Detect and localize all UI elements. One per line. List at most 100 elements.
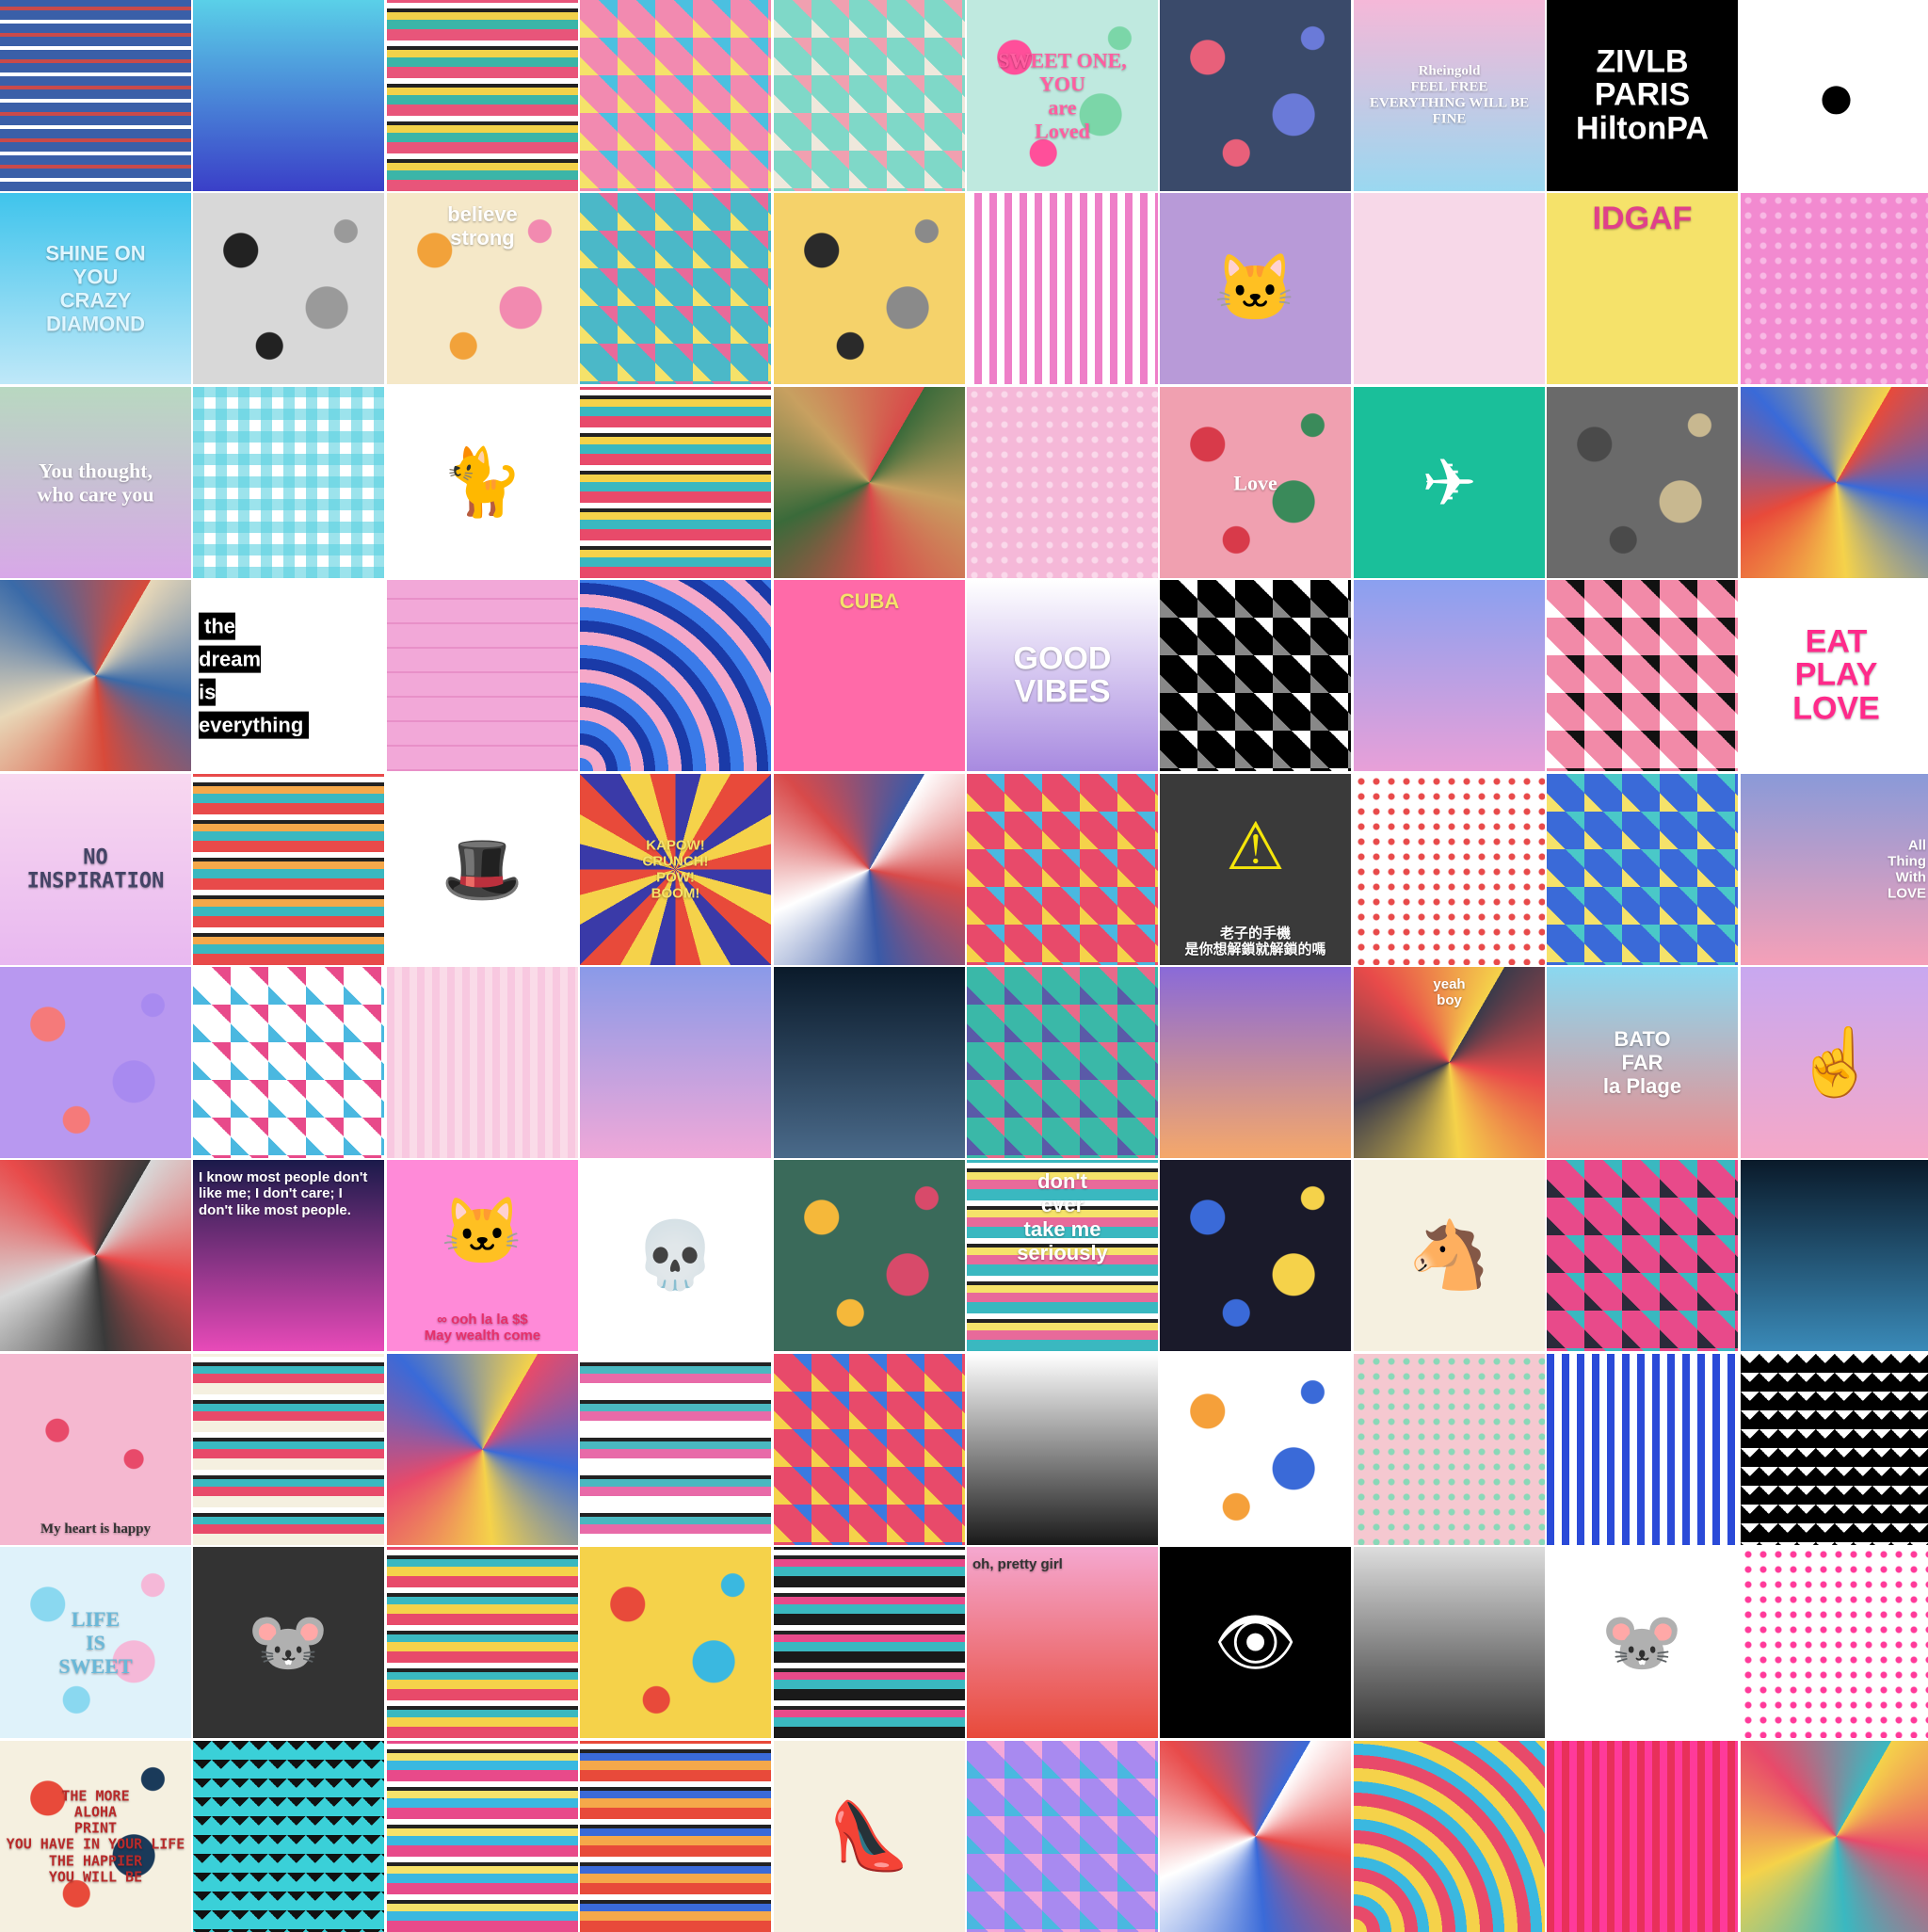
tile-pattern — [1741, 0, 1928, 191]
mosaic-tile: 🐴 — [1354, 1160, 1545, 1351]
tile-caption: ∞ ooh la la $$ May wealth come — [424, 1311, 541, 1344]
mosaic-tile: You thought, who care you — [0, 387, 191, 578]
tile-pattern — [967, 0, 1158, 191]
mosaic-tile: THE MORE ALOHA PRINT YOU HAVE IN YOUR LI… — [0, 1741, 191, 1932]
mosaic-tile: GOOD VIBES — [967, 580, 1158, 771]
tile-pattern — [1547, 1160, 1738, 1351]
tile-pattern — [193, 774, 384, 965]
mosaic-tile: ● — [1741, 0, 1928, 191]
tile-pattern — [1160, 1160, 1351, 1351]
mosaic-tile — [1547, 774, 1738, 965]
mosaic-tile — [193, 387, 384, 578]
mosaic-tile: ⚠ 老子的手機 是你想解鎖就解鎖的嗎 — [1160, 774, 1351, 965]
tile-pattern — [1547, 580, 1738, 771]
mosaic-tile: 💀 — [580, 1160, 771, 1351]
mosaic-tile — [0, 1160, 191, 1351]
mosaic-tile — [774, 967, 965, 1158]
mosaic-tile — [1547, 1354, 1738, 1545]
mosaic-tile — [1354, 1741, 1545, 1932]
mosaic-tile: Love — [1160, 387, 1351, 578]
tile-pattern — [0, 580, 191, 771]
tile-pattern — [0, 387, 191, 578]
mosaic-tile — [967, 1741, 1158, 1932]
mosaic-tile — [1160, 1354, 1351, 1545]
tile-pattern — [967, 580, 1158, 771]
mosaic-tile — [967, 193, 1158, 384]
paper-crane-icon: ✈ — [1422, 445, 1477, 520]
tile-pattern — [387, 774, 578, 965]
mosaic-tile: 🐱 ∞ ooh la la $$ May wealth come — [387, 1160, 578, 1351]
tile-pattern — [387, 387, 578, 578]
mosaic-tile: ZIVLB PARIS HiltonPA — [1547, 0, 1738, 191]
tile-pattern — [1354, 193, 1545, 384]
tile-caption: yeah boy — [1433, 976, 1466, 1009]
tile-caption: LIFE IS SWEET — [58, 1606, 133, 1679]
tile-pattern — [580, 580, 771, 771]
tile-caption: BATO FAR la Plage — [1602, 1026, 1682, 1099]
tile-pattern — [774, 1547, 965, 1738]
lucky-cat-icon: 🐱 — [441, 1195, 524, 1269]
tile-caption: SWEET ONE, YOU are Loved — [998, 47, 1127, 143]
tile-pattern — [774, 0, 965, 191]
tile-pattern — [0, 0, 191, 191]
mosaic-tile — [0, 967, 191, 1158]
tile-pattern — [387, 1741, 578, 1932]
tile-pattern — [1547, 193, 1738, 384]
tile-caption: NO INSPIRATION — [26, 845, 165, 894]
tile-pattern — [387, 1160, 578, 1351]
tile-pattern — [193, 580, 384, 771]
tile-pattern — [967, 1547, 1158, 1738]
mosaic-tile: 👠 — [774, 1741, 965, 1932]
tile-pattern — [1547, 0, 1738, 191]
mosaic-tile — [580, 967, 771, 1158]
tile-pattern — [387, 580, 578, 771]
mosaic-tile — [774, 193, 965, 384]
tile-pattern — [193, 0, 384, 191]
mosaic-tile — [580, 193, 771, 384]
mosaic-tile — [1160, 967, 1351, 1158]
tile-pattern — [580, 774, 771, 965]
tile-pattern — [580, 387, 771, 578]
tile-pattern — [0, 967, 191, 1158]
tile-pattern — [967, 387, 1158, 578]
mosaic-tile — [774, 1354, 965, 1545]
mosaic-tile — [774, 774, 965, 965]
mosaic-tile — [387, 1547, 578, 1738]
mosaic-tile: I know most people don't like me; I don'… — [193, 1160, 384, 1351]
tile-pattern — [1160, 967, 1351, 1158]
mosaic-tile — [193, 1354, 384, 1545]
cat-icon: 🐈 — [441, 444, 524, 519]
tile-pattern — [1547, 387, 1738, 578]
mosaic-tile: oh, pretty girl — [967, 1547, 1158, 1738]
mosaic-tile — [774, 1160, 965, 1351]
tile-pattern — [580, 1547, 771, 1738]
cat-icon: 🐱 — [1213, 250, 1297, 325]
tile-pattern — [1741, 193, 1928, 384]
tile-pattern — [1160, 193, 1351, 384]
mosaic-tile: ☝ — [1741, 967, 1928, 1158]
skull-icon: 💀 — [634, 1217, 717, 1292]
tile-pattern — [580, 1160, 771, 1351]
mickey-icon: 🐭 — [1600, 1604, 1684, 1679]
warning-icon: ⚠ — [1226, 810, 1285, 884]
tile-caption: My heart is happy — [40, 1521, 152, 1537]
mosaic-tile — [1547, 1741, 1738, 1932]
mosaic-tile — [967, 967, 1158, 1158]
tile-pattern — [1547, 1741, 1738, 1932]
tile-caption: the dream is everything — [199, 609, 378, 742]
tile-pattern — [0, 1354, 191, 1545]
tile-caption: Love — [1233, 470, 1277, 494]
mosaic-tile: IDGAF — [1547, 193, 1738, 384]
mosaic-tile: SHINE ON YOU CRAZY DIAMOND — [0, 193, 191, 384]
mosaic-tile — [1741, 1160, 1928, 1351]
tile-pattern — [0, 1547, 191, 1738]
tile-pattern — [1741, 774, 1928, 965]
tile-pattern — [1354, 387, 1545, 578]
tile-caption: oh, pretty girl — [972, 1556, 1063, 1572]
mosaic-tile — [193, 193, 384, 384]
mosaic-tile: BATO FAR la Plage — [1547, 967, 1738, 1158]
tile-caption: SHINE ON YOU CRAZY DIAMOND — [45, 240, 146, 336]
mosaic-tile — [0, 580, 191, 771]
tile-pattern — [1741, 1547, 1928, 1738]
mosaic-tile: NO INSPIRATION — [0, 774, 191, 965]
